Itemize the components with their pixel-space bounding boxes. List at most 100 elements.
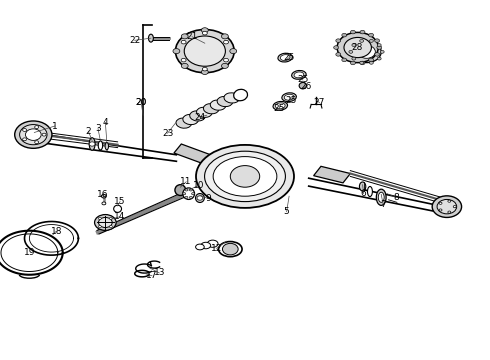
- Text: 25: 25: [285, 96, 297, 105]
- Circle shape: [109, 217, 112, 220]
- Ellipse shape: [219, 242, 242, 257]
- Circle shape: [173, 49, 180, 54]
- Circle shape: [375, 53, 380, 56]
- Circle shape: [15, 121, 52, 148]
- Circle shape: [352, 57, 356, 60]
- Ellipse shape: [175, 185, 186, 195]
- Text: 4: 4: [102, 118, 108, 127]
- Circle shape: [439, 209, 442, 211]
- Ellipse shape: [278, 53, 293, 62]
- Circle shape: [185, 196, 188, 198]
- Text: 13: 13: [153, 269, 165, 277]
- Circle shape: [98, 217, 112, 228]
- Ellipse shape: [234, 89, 247, 101]
- Ellipse shape: [201, 242, 211, 249]
- Ellipse shape: [196, 194, 204, 202]
- Text: 25: 25: [273, 104, 285, 113]
- Text: 15: 15: [114, 197, 126, 206]
- Ellipse shape: [275, 103, 285, 109]
- Text: 8: 8: [393, 193, 399, 202]
- Text: 22: 22: [129, 36, 140, 45]
- Text: 21: 21: [186, 32, 198, 41]
- Circle shape: [350, 30, 355, 34]
- Ellipse shape: [299, 82, 307, 89]
- Circle shape: [448, 211, 451, 213]
- Circle shape: [189, 189, 193, 191]
- Circle shape: [181, 63, 188, 68]
- Circle shape: [221, 34, 228, 39]
- Ellipse shape: [280, 55, 290, 60]
- Circle shape: [375, 39, 380, 42]
- Text: 24: 24: [195, 112, 205, 122]
- Ellipse shape: [273, 102, 288, 110]
- Ellipse shape: [196, 145, 294, 208]
- Ellipse shape: [205, 151, 285, 202]
- Circle shape: [109, 225, 112, 228]
- Circle shape: [35, 126, 39, 129]
- Circle shape: [369, 40, 373, 42]
- Ellipse shape: [359, 182, 366, 191]
- Text: 11: 11: [180, 177, 192, 186]
- Circle shape: [35, 141, 39, 144]
- Circle shape: [98, 225, 101, 228]
- Ellipse shape: [196, 244, 204, 250]
- Text: 7: 7: [380, 200, 386, 209]
- Circle shape: [202, 31, 207, 35]
- Circle shape: [184, 36, 225, 66]
- Text: 18: 18: [50, 227, 62, 236]
- Ellipse shape: [294, 72, 304, 78]
- Polygon shape: [174, 144, 211, 164]
- Ellipse shape: [98, 141, 102, 150]
- Ellipse shape: [176, 118, 192, 128]
- Circle shape: [369, 61, 373, 64]
- Text: 16: 16: [97, 190, 109, 199]
- Text: 23: 23: [162, 129, 173, 138]
- Circle shape: [334, 46, 339, 49]
- Circle shape: [42, 133, 46, 136]
- Text: 28: 28: [351, 43, 363, 52]
- Circle shape: [20, 125, 47, 145]
- Circle shape: [337, 32, 378, 63]
- Text: 14: 14: [114, 212, 126, 221]
- Circle shape: [181, 58, 186, 62]
- Circle shape: [380, 50, 384, 53]
- Ellipse shape: [148, 34, 153, 42]
- Text: 6: 6: [361, 189, 367, 198]
- Circle shape: [222, 243, 238, 255]
- Text: 3: 3: [95, 124, 101, 133]
- Circle shape: [183, 193, 186, 195]
- Circle shape: [336, 39, 341, 42]
- Circle shape: [201, 69, 208, 75]
- Circle shape: [175, 30, 234, 73]
- Circle shape: [230, 49, 237, 54]
- Text: 17: 17: [146, 271, 158, 280]
- Circle shape: [342, 58, 347, 62]
- Circle shape: [202, 67, 207, 71]
- Circle shape: [197, 196, 203, 200]
- Circle shape: [360, 40, 364, 42]
- Ellipse shape: [224, 93, 240, 103]
- Ellipse shape: [368, 186, 372, 197]
- Circle shape: [221, 63, 228, 68]
- Circle shape: [358, 45, 375, 58]
- Circle shape: [360, 30, 365, 34]
- Circle shape: [230, 166, 260, 187]
- Circle shape: [368, 58, 373, 62]
- Ellipse shape: [89, 138, 95, 150]
- Text: 27: 27: [314, 98, 325, 107]
- Ellipse shape: [213, 157, 277, 196]
- Text: 9: 9: [205, 194, 211, 203]
- Ellipse shape: [378, 192, 384, 202]
- Text: 20: 20: [135, 98, 147, 107]
- Circle shape: [89, 142, 95, 146]
- Circle shape: [352, 41, 381, 63]
- Circle shape: [377, 57, 381, 60]
- Ellipse shape: [196, 107, 212, 117]
- Text: 25: 25: [283, 53, 295, 62]
- Ellipse shape: [183, 188, 195, 199]
- Circle shape: [181, 40, 186, 44]
- Circle shape: [350, 61, 355, 65]
- Text: 10: 10: [193, 181, 204, 190]
- Ellipse shape: [190, 111, 205, 121]
- Circle shape: [101, 194, 106, 198]
